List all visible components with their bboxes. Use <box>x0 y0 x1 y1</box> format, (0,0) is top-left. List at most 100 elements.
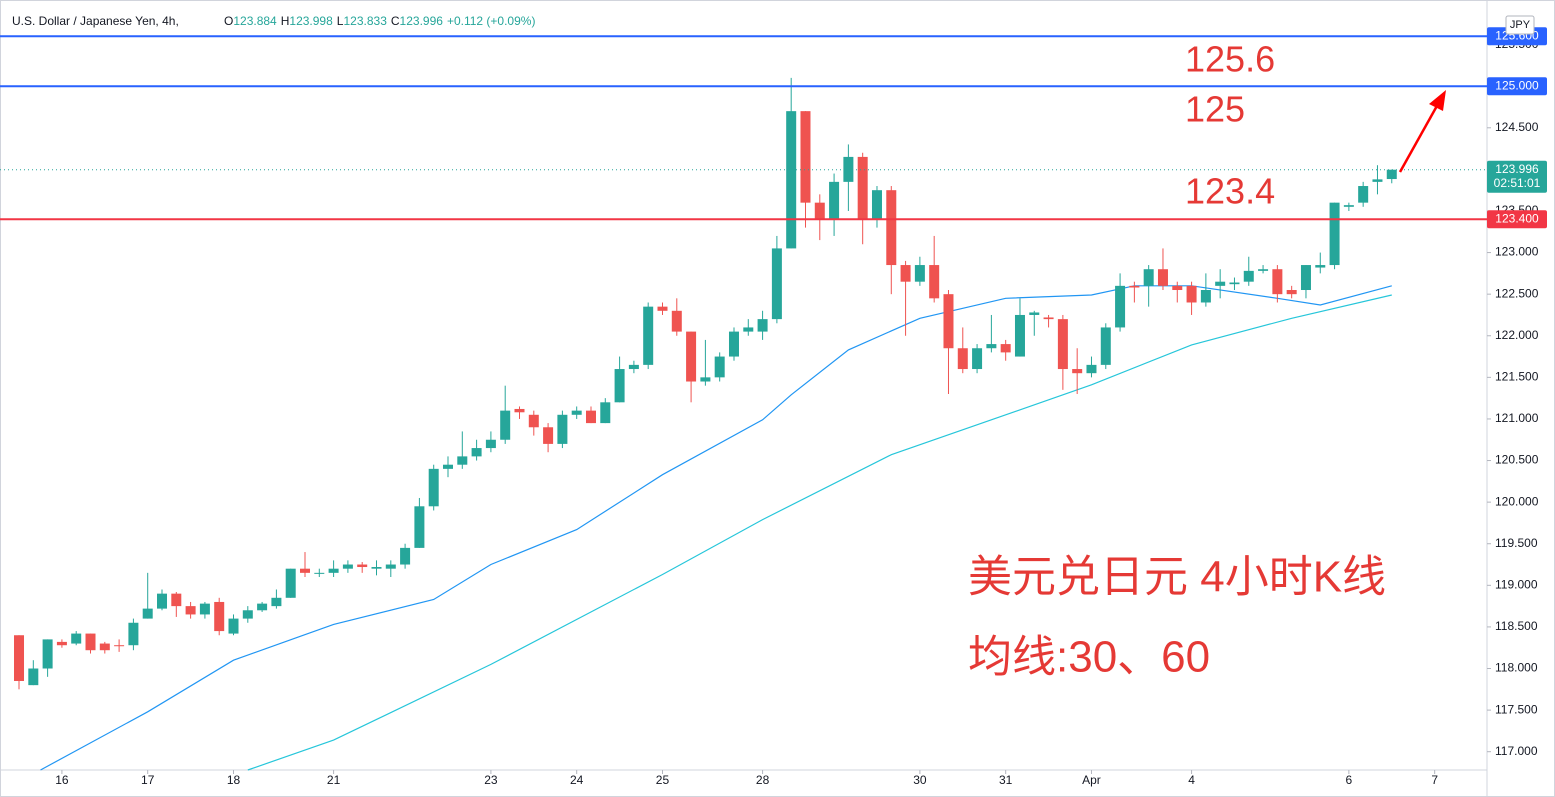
y-tick-label: 121.500 <box>1495 370 1539 384</box>
candle-body <box>1100 327 1111 365</box>
candle-body <box>1215 281 1226 286</box>
candle-body <box>929 265 940 299</box>
currency-box[interactable] <box>1505 15 1535 35</box>
x-tick-label: 28 <box>756 773 770 787</box>
candle-body <box>114 645 125 647</box>
candle-body <box>1000 344 1011 353</box>
ohlc-label: O <box>224 14 233 28</box>
candle-body <box>1057 319 1068 370</box>
x-tick-label: 25 <box>656 773 670 787</box>
y-tick-label: 122.000 <box>1495 328 1539 342</box>
candle-body <box>986 344 997 349</box>
moving-average-line <box>247 294 1392 771</box>
candle-body <box>1300 265 1311 291</box>
x-tick-label: 18 <box>227 773 241 787</box>
candle-body <box>643 306 654 365</box>
candle-body <box>214 601 225 632</box>
candle-body <box>628 364 639 370</box>
x-tick-label: 24 <box>570 773 584 787</box>
ohlc-label: H <box>281 14 290 28</box>
annotation: 125 <box>1185 89 1245 130</box>
candle-body <box>714 356 725 378</box>
candle-body <box>85 633 96 651</box>
candle-body <box>600 402 611 424</box>
candle-body <box>1086 364 1097 374</box>
ohlc-value: 123.998 <box>289 14 333 28</box>
candle-body <box>1143 269 1154 286</box>
annotations: 125.6 125 123.4 美元兑日元 4小时K线 均线:30、60 <box>968 39 1386 682</box>
candle-body <box>257 603 268 611</box>
candle-body <box>1072 369 1083 374</box>
candle-body <box>285 568 296 598</box>
candle-body <box>557 414 568 444</box>
candle-body <box>857 156 868 220</box>
candle-body <box>185 606 196 615</box>
x-tick-label: 4 <box>1188 773 1195 787</box>
candle-body <box>914 265 925 282</box>
candle-body <box>771 248 782 320</box>
candle-body <box>71 633 82 644</box>
candle-body <box>700 377 711 382</box>
candle-body <box>571 410 582 415</box>
candle-body <box>900 265 911 282</box>
candle-body <box>228 618 239 634</box>
candle-body <box>342 564 353 569</box>
candle-body <box>1029 312 1040 315</box>
candle-body <box>300 568 311 573</box>
candles <box>14 77 1397 690</box>
candle-body <box>99 643 110 651</box>
candle-body <box>142 608 153 619</box>
candle-body <box>14 635 25 681</box>
y-tick-label: 117.000 <box>1495 744 1538 758</box>
symbol-title: U.S. Dollar / Japanese Yen, 4h, <box>12 14 179 28</box>
y-tick-label: 120.000 <box>1495 494 1539 508</box>
candle-body <box>1343 205 1354 207</box>
ohlc-label: L <box>337 14 344 28</box>
y-tick-label: 117.500 <box>1495 702 1538 716</box>
candle-body <box>199 603 210 615</box>
last-price-label: 123.996 <box>1495 162 1539 176</box>
candle-body <box>428 468 439 507</box>
candle-body <box>1272 269 1283 295</box>
price-tag <box>1487 77 1547 96</box>
price-tag-label: 123.400 <box>1495 211 1539 225</box>
candle-body <box>385 564 396 569</box>
x-tick-label: 23 <box>484 773 498 787</box>
candle-body <box>1329 202 1340 266</box>
x-tick-label: 30 <box>913 773 927 787</box>
currency-label[interactable]: JPY <box>1510 19 1531 31</box>
annotation: 美元兑日元 4小时K线 <box>968 553 1386 602</box>
price-change: +0.112 (+0.09%) <box>447 14 536 28</box>
x-tick-label: 17 <box>141 773 155 787</box>
candle-body <box>614 369 625 403</box>
candle-body <box>442 464 453 469</box>
candle-body <box>814 202 825 220</box>
candle-body <box>886 190 897 266</box>
y-tick-label: 122.500 <box>1495 286 1539 300</box>
arrow-shaft <box>1398 103 1440 173</box>
ohlc-value: 123.884 <box>233 14 277 28</box>
candle-body <box>972 348 983 370</box>
candle-body <box>457 456 468 465</box>
y-tick-label: 123.000 <box>1495 245 1539 259</box>
y-tick-label: 119.500 <box>1495 536 1538 550</box>
candle-body <box>171 593 182 607</box>
candle-body <box>786 111 797 249</box>
candle-body <box>28 668 39 686</box>
ohlc-value: 123.996 <box>400 14 444 28</box>
candle-body <box>585 410 596 424</box>
candle-body <box>485 439 496 449</box>
x-tick-label: 31 <box>999 773 1013 787</box>
x-tick-label: 16 <box>55 773 69 787</box>
candle-body <box>157 593 168 609</box>
candle-body <box>743 327 754 332</box>
x-tick-label: 7 <box>1431 773 1438 787</box>
x-tick-label: Apr <box>1082 773 1101 787</box>
candle-body <box>1043 317 1054 320</box>
candle-body <box>757 319 768 332</box>
annotation: 125.6 <box>1185 39 1275 80</box>
candle-body <box>1115 285 1126 328</box>
candle-body <box>1243 270 1254 282</box>
